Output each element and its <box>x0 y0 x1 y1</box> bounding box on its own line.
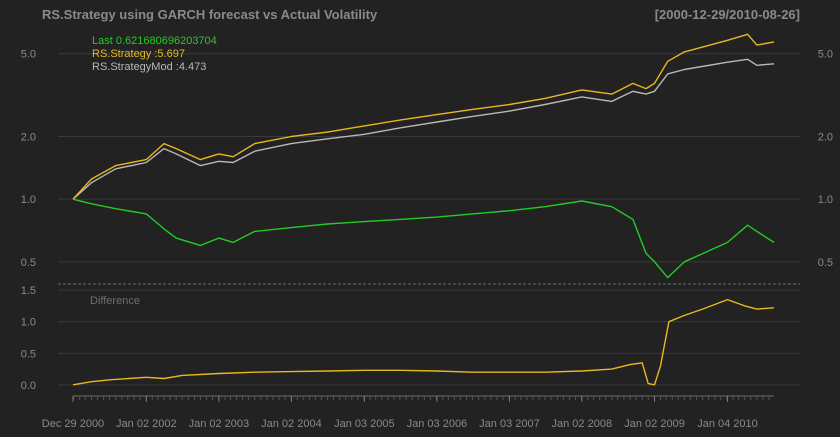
x-axis: Dec 29 2000 Jan 02 2002 Jan 02 2003 Jan 02 … <box>42 395 774 430</box>
main-y-tick-left: 2.0 <box>21 132 36 144</box>
series-line-rs-strategymod <box>72 58 775 200</box>
main-panel: 0.5 0.5 1.0 1.0 2.0 2.0 5.0 5.0 Last 0.621680696… <box>21 33 833 285</box>
x-tick-label: Jan 02 2008 <box>552 418 613 430</box>
series-line-rs-strategy <box>72 33 775 200</box>
difference-label: Difference <box>90 295 140 307</box>
x-tick-label: Jan 02 2002 <box>116 418 177 430</box>
legend-entry: RS.StrategyMod :4.473 <box>92 61 206 73</box>
main-y-tick-left: 0.5 <box>21 257 36 269</box>
series-line-difference <box>72 298 775 386</box>
diff-y-tick: 1.5 <box>21 285 36 297</box>
x-tick-label: Jan 02 2003 <box>189 418 250 430</box>
legend-entry: Last 0.621680696203704 <box>92 35 217 47</box>
x-tick-label: Jan 02 2004 <box>261 418 322 430</box>
x-tick-label: Jan 03 2007 <box>479 418 540 430</box>
diff-y-tick: 0.0 <box>21 380 36 392</box>
x-tick-label: Jan 04 2010 <box>697 418 758 430</box>
diff-y-tick: 0.5 <box>21 348 36 360</box>
main-y-tick-right: 0.5 <box>818 257 833 269</box>
main-y-tick-left: 5.0 <box>21 49 36 61</box>
difference-panel: Difference 0.0 0.5 1.0 1.5 <box>21 285 800 392</box>
main-y-tick-right: 2.0 <box>818 132 833 144</box>
legend-entry: RS.Strategy :5.697 <box>92 48 185 60</box>
diff-y-tick: 1.0 <box>21 317 36 329</box>
main-y-tick-right: 1.0 <box>818 194 833 206</box>
x-tick-label: Jan 03 2006 <box>407 418 468 430</box>
date-range-label: [2000-12-29/2010-08-26] <box>655 7 800 22</box>
x-tick-label: Jan 03 2005 <box>334 418 395 430</box>
x-tick-label: Jan 02 2009 <box>624 418 685 430</box>
main-y-tick-left: 1.0 <box>21 194 36 206</box>
x-tick-label: Dec 29 2000 <box>42 418 104 430</box>
series-line-last <box>72 198 775 279</box>
main-y-tick-right: 5.0 <box>818 49 833 61</box>
chart-title: RS.Strategy using GARCH forecast vs Actu… <box>42 7 378 22</box>
